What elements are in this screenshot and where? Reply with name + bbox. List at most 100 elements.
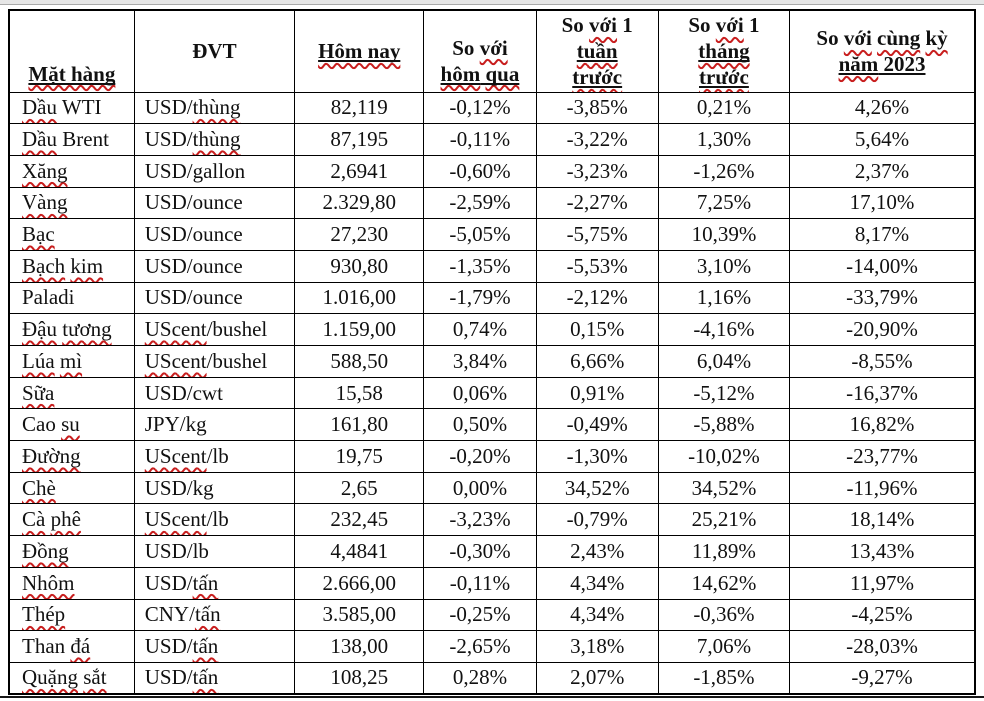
text-segment: CNY/ <box>144 602 195 627</box>
cell-vs-yesterday: -0,25% <box>423 598 537 632</box>
text-segment: Than <box>22 634 71 659</box>
misspelled-word: su <box>61 412 80 437</box>
cell-vs-month: 25,21% <box>657 503 791 537</box>
table-row: Nhôm USD/tấn 2.666,00 -0,11% 4,34% 14,62% 11,9… <box>8 566 976 600</box>
cell-vs-week: -0,49% <box>535 408 659 442</box>
text-segment: 930,80 <box>330 253 389 278</box>
table-row: Paladi USD/ounce 1.016,00 -1,79% -2,12% 1,16%… <box>8 281 976 315</box>
table-row: Chè USD/kg 2,65 0,00% 34,52% 34,52% -11,96% <box>8 471 976 505</box>
cell-vs-month: 14,62% <box>657 566 791 600</box>
underlined-text: năm <box>839 52 879 76</box>
table-row: Đồng USD/lb 4,4841 -0,30% 2,43% 11,89% 13,43% <box>8 535 976 568</box>
cell-today: 138,00 <box>294 630 425 663</box>
text-segment: 82,119 <box>330 95 388 120</box>
text-segment: Paladi <box>22 285 75 310</box>
cell-unit: USD/ounce <box>133 249 296 283</box>
text-segment: So <box>561 13 590 38</box>
text-segment: -0,79% <box>566 507 628 532</box>
cell-vs-yesterday: -0,11% <box>423 123 537 156</box>
cell-vs-month: 1,30% <box>657 123 791 156</box>
cell-today: 588,50 <box>294 345 425 378</box>
cell-today: 108,25 <box>294 661 425 695</box>
cell-vs-yesterday: 0,74% <box>423 313 537 346</box>
cell-vs-2023: 4,26% <box>789 91 976 125</box>
text-segment: So <box>688 13 716 38</box>
misspelled-word: thùng <box>192 127 241 152</box>
text-segment: /lb <box>206 443 229 468</box>
misspelled-word: Mặt hàng <box>28 61 116 86</box>
text-segment: 0,50% <box>452 412 508 437</box>
cell-vs-week: -3,85% <box>535 91 659 125</box>
cell-name: Cao su <box>8 408 135 442</box>
cell-vs-month: 3,10% <box>657 249 791 283</box>
underlined-text: hôm <box>441 62 481 86</box>
cell-today: 19,75 <box>294 440 425 473</box>
misspelled-word: Vàng <box>22 190 68 215</box>
cell-vs-month: 7,25% <box>657 186 791 220</box>
cell-unit: USD/tấn <box>133 630 296 663</box>
misspelled-word: đá <box>70 634 91 659</box>
text-segment: 17,10% <box>849 190 915 215</box>
misspelled-word: sắt <box>83 665 107 690</box>
text-segment: 34,52% <box>564 475 630 500</box>
cell-unit: USD/tấn <box>133 566 296 600</box>
text-segment: 3,84% <box>452 348 508 373</box>
cell-today: 4,4841 <box>294 535 425 568</box>
text-segment: So <box>816 26 844 51</box>
text-segment: WTI <box>57 95 102 120</box>
cell-today: 2,6941 <box>294 154 425 188</box>
cell-vs-yesterday: 0,00% <box>423 471 537 505</box>
misspelled-word: UScent <box>144 348 207 373</box>
text-segment: 4,26% <box>854 95 910 120</box>
cell-today: 87,195 <box>294 123 425 156</box>
table-body: Dầu WTI USD/thùng 82,119 -0,12% -3,85% 0,21% 4… <box>8 91 976 695</box>
misspelled-word: Bạc <box>22 222 55 247</box>
text-segment: 11,97% <box>850 570 915 595</box>
cell-vs-week: -5,53% <box>535 249 659 283</box>
text-segment: 18,14% <box>849 507 915 532</box>
table-row: Than đá USD/tấn 138,00 -2,65% 3,18% 7,06% -28,… <box>8 630 976 663</box>
underlined-text: trước <box>699 65 749 89</box>
text-segment: USD/ounce <box>144 190 243 215</box>
misspelled-word: Quặng <box>22 665 78 690</box>
cell-name: Cà phê <box>8 503 135 537</box>
cell-unit: UScent/bushel <box>133 345 296 378</box>
text-segment: 1 <box>617 13 633 38</box>
text-segment: So <box>452 35 480 60</box>
text-segment: USD/gallon <box>144 158 246 183</box>
text-segment: USD/ <box>144 634 193 659</box>
cell-vs-week: 4,34% <box>535 566 659 600</box>
cell-vs-2023: -20,90% <box>789 313 976 346</box>
misspelled-word: UScent <box>144 317 207 342</box>
misspelled-word: Dầu <box>22 127 57 152</box>
text-segment: 15,58 <box>335 380 383 405</box>
text-segment: 1 <box>743 13 760 38</box>
cell-vs-month: 11,89% <box>657 535 791 568</box>
underlined-text: Mặt hàng <box>28 62 115 86</box>
text-segment: 10,39% <box>691 222 757 247</box>
cell-today: 232,45 <box>294 503 425 537</box>
underlined-text: qua <box>485 62 519 86</box>
cell-vs-month: 6,04% <box>657 345 791 378</box>
cell-today: 1.016,00 <box>294 281 425 315</box>
cell-vs-week: 2,07% <box>535 661 659 695</box>
cell-vs-month: -0,36% <box>657 598 791 632</box>
cell-vs-yesterday: 3,84% <box>423 345 537 378</box>
underlined-text: tháng <box>698 39 749 63</box>
text-segment: 0,28% <box>452 665 508 690</box>
cell-vs-week: 3,18% <box>535 630 659 663</box>
cell-unit: USD/tấn <box>133 661 296 695</box>
cell-today: 2.666,00 <box>294 566 425 600</box>
misspelled-word: trước <box>699 65 749 90</box>
text-segment: 6,66% <box>570 348 625 373</box>
text-segment: 232,45 <box>330 507 389 532</box>
cell-unit: USD/ounce <box>133 218 296 251</box>
underlined-text: tuần <box>577 39 618 63</box>
misspelled-word: hôm <box>440 61 481 86</box>
table-row: Sữa USD/cwt 15,58 0,06% 0,91% -5,12% -16,37% <box>8 376 976 410</box>
text-segment: -1,79% <box>449 285 511 310</box>
misspelled-word: qua <box>485 61 520 86</box>
cell-name: Dầu Brent <box>8 123 135 156</box>
